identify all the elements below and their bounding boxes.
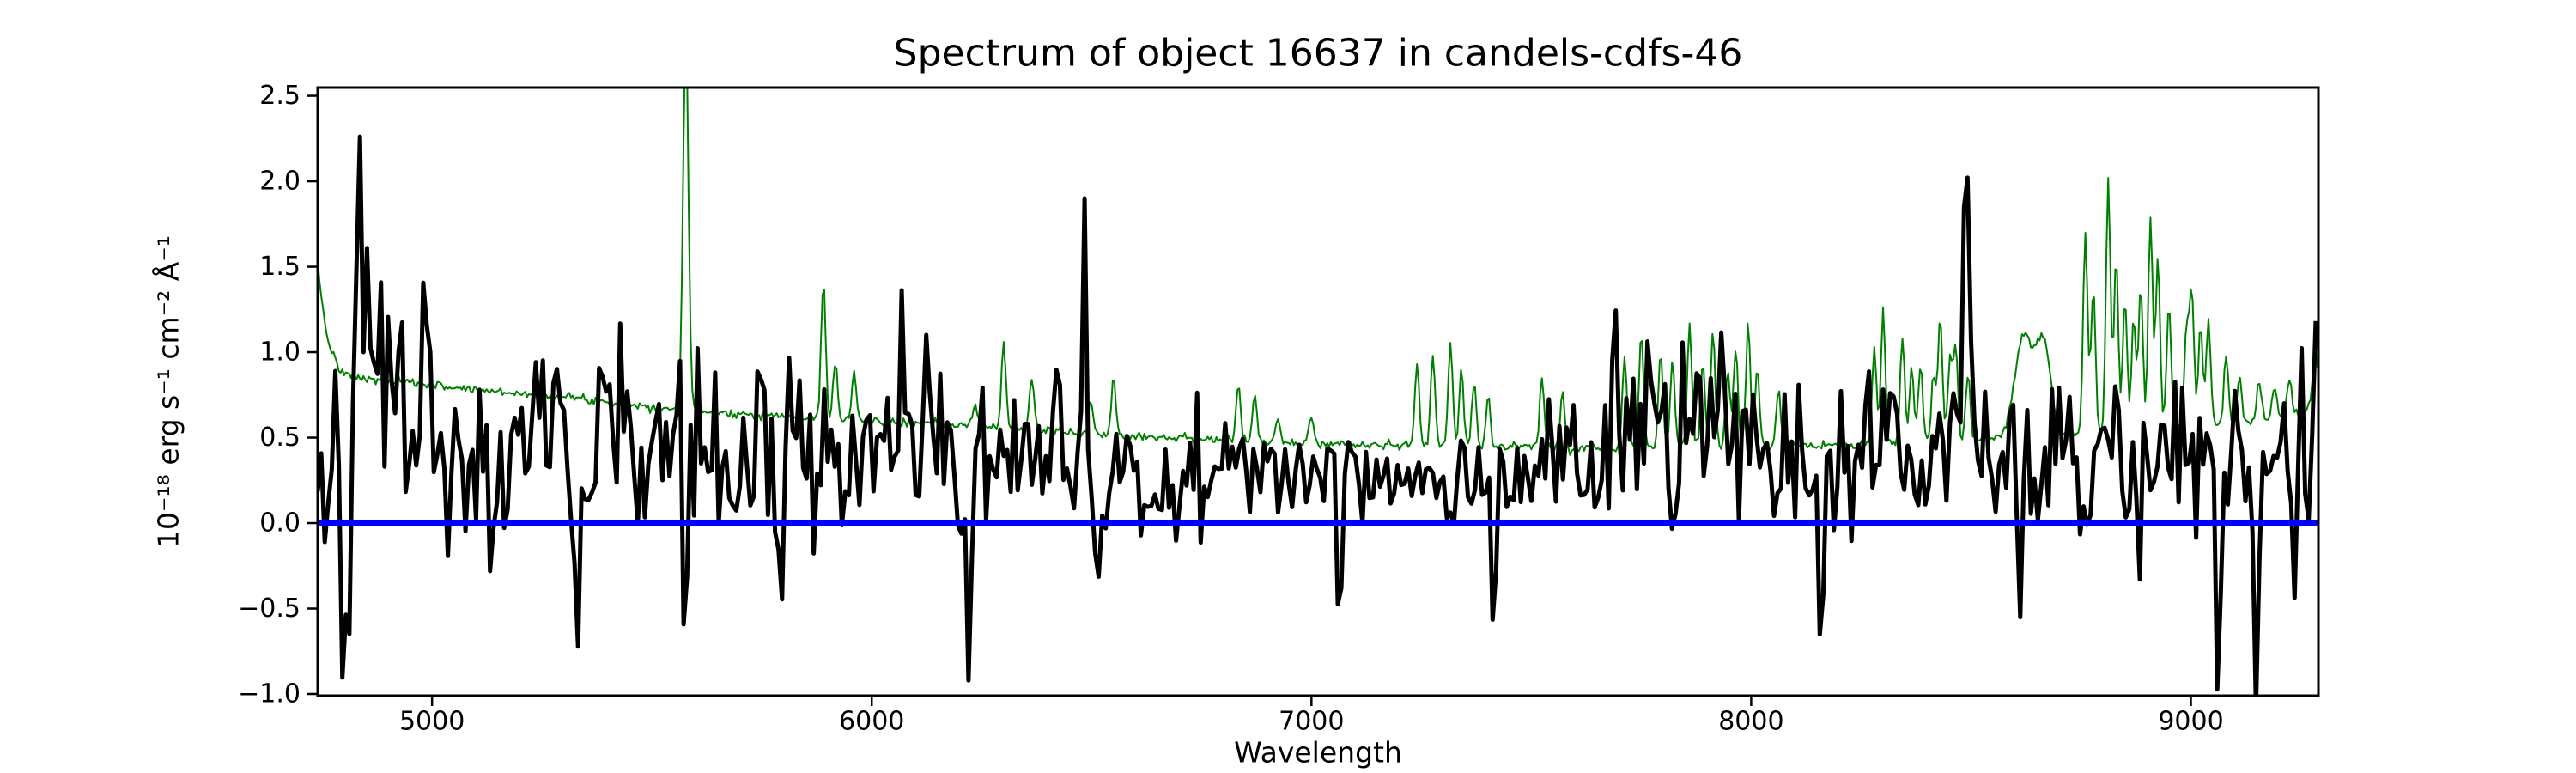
- x-axis-ticks: 5000 6000 7000 8000 9000: [399, 696, 2224, 737]
- y-tick-label: 0.5: [259, 423, 301, 453]
- y-tick-label: 2.5: [259, 81, 301, 111]
- y-tick-label: −0.5: [238, 593, 301, 624]
- x-tick-label: 5000: [399, 707, 465, 737]
- y-tick-label: 0.0: [259, 508, 301, 539]
- y-tick-label: 1.5: [259, 252, 301, 282]
- x-tick-label: 7000: [1279, 707, 1344, 737]
- x-tick-label: 8000: [1718, 707, 1783, 737]
- y-axis-label: 10⁻¹⁸ erg s⁻¹ cm⁻² Å⁻¹: [151, 235, 185, 548]
- y-axis-ticks: −1.0 −0.5 0.0 0.5 1.0 1.5 2.0 2.5: [238, 81, 318, 709]
- chart-title: Spectrum of object 16637 in candels-cdfs…: [894, 32, 1743, 76]
- plot-border: [316, 86, 2320, 697]
- y-tick-label: 2.0: [259, 167, 301, 197]
- y-tick-label: −1.0: [238, 679, 301, 709]
- x-tick-label: 6000: [839, 707, 904, 737]
- x-axis-label: Wavelength: [1234, 736, 1402, 770]
- object-flux-spectrum-line: [318, 134, 2318, 696]
- plot-series: [318, 88, 2318, 696]
- x-tick-label: 9000: [2158, 707, 2223, 737]
- y-tick-label: 1.0: [259, 338, 301, 368]
